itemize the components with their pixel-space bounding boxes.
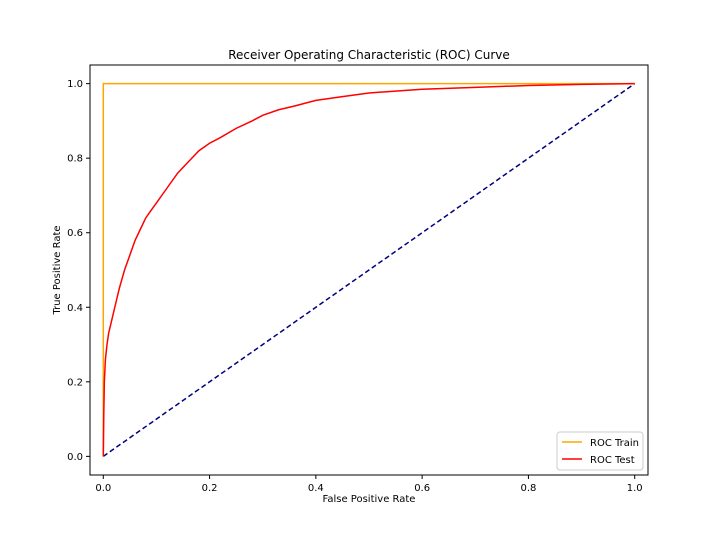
y-tick-label: 1.0 [67,79,83,90]
y-tick-label: 0.4 [67,303,83,314]
series-line-roc-train [102,82,635,457]
chart-title: Receiver Operating Characteristic (ROC) … [228,48,510,62]
series-line-roc-test [102,82,635,457]
x-tick-label: 0.2 [202,483,218,494]
y-tick-label: 0.6 [67,228,83,239]
x-tick-label: 1.0 [627,483,643,494]
y-tick-label: 0.8 [67,154,83,165]
x-tick-label: 0.8 [520,483,536,494]
x-tick-label: 0.4 [308,483,324,494]
legend-label-roc-test: ROC Test [590,455,635,466]
legend-label-roc-train: ROC Train [590,438,639,449]
x-axis-ticks: 0.0 0.2 0.4 0.6 0.8 1.0 [95,475,643,494]
series-line-diagonal [102,83,636,457]
legend: ROC Train ROC Test [556,431,644,471]
x-tick-label: 0.6 [414,483,430,494]
plot-frame [89,64,649,476]
y-axis-label: True Positive Rate [52,225,63,315]
y-axis-ticks: 0.0 0.2 0.4 0.6 0.8 1.0 [67,79,90,463]
x-tick-label: 0.0 [95,483,111,494]
y-tick-label: 0.0 [67,452,83,463]
plot-area [102,82,636,457]
y-tick-label: 0.2 [67,377,83,388]
x-axis-label: False Positive Rate [323,494,416,505]
